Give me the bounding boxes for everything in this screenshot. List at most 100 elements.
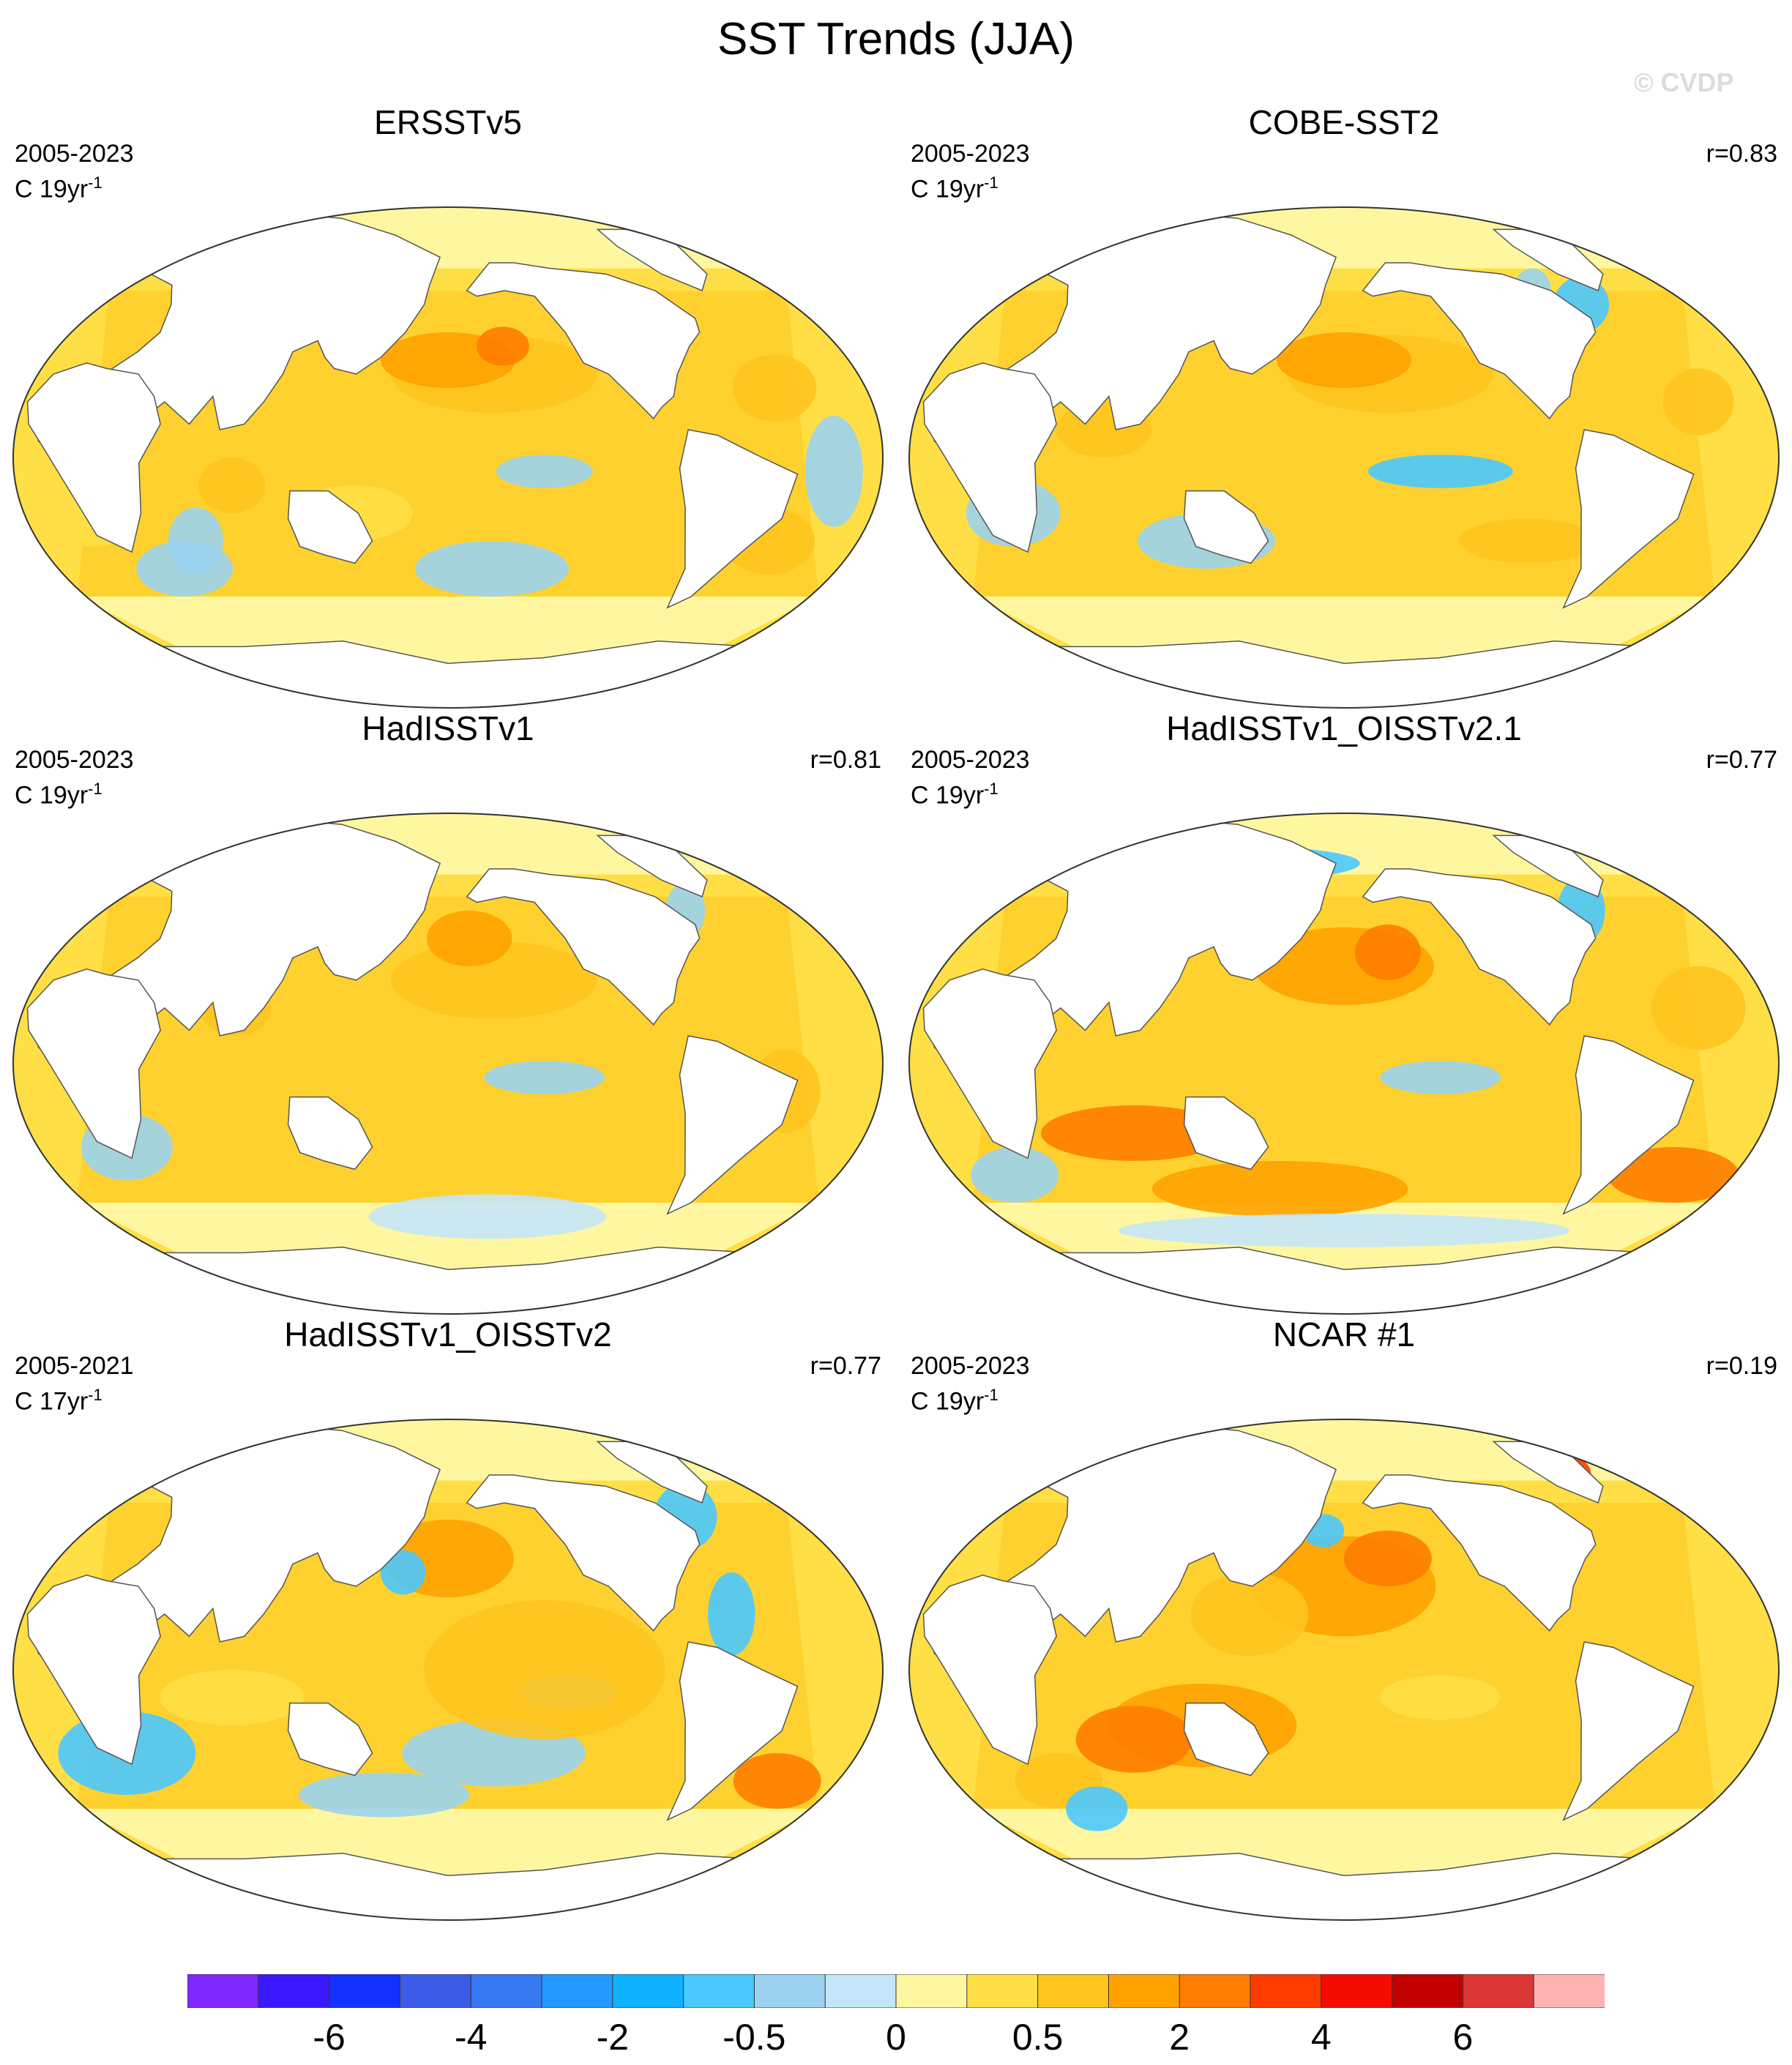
sst-anomaly-region (1151, 1161, 1408, 1217)
colorbar-swatch (1250, 1974, 1322, 2008)
panel-title: HadISSTv1_OISSTv2.1 (1166, 709, 1522, 747)
sst-anomaly-region (380, 1550, 426, 1595)
panel-cobe-sst2: COBE-SST2 2005-2023 C 19yr-1 r=0.83 (896, 102, 1792, 710)
land-africa (922, 968, 1057, 1160)
land-s-america (666, 1641, 799, 1821)
colorbar-swatch (1462, 1974, 1535, 2008)
land-n-america (1362, 262, 1597, 419)
units-label: C 19yr-1 (911, 774, 998, 810)
map-border (12, 206, 884, 709)
map-border (12, 1419, 884, 1921)
colorbar-swatch (966, 1974, 1039, 2008)
sst-anomaly-region (1367, 455, 1513, 488)
units-exponent: -1 (984, 780, 998, 798)
land-s-america (666, 429, 799, 609)
sst-anomaly-region (198, 458, 266, 513)
sst-anomaly-region (1662, 368, 1734, 436)
sst-anomaly-region (1118, 1214, 1570, 1247)
units-text: C 19yr (15, 175, 89, 203)
colorbar-tick-label: -4 (454, 2017, 488, 2058)
land-n-america (1362, 868, 1597, 1026)
land-s-america (1562, 1641, 1695, 1821)
sst-anomaly-region (424, 1600, 665, 1739)
colorbar-swatch (329, 1974, 401, 2008)
sst-anomaly-region (1607, 1147, 1739, 1203)
colorbar-swatch (399, 1974, 472, 2008)
colorbar-swatch (187, 1974, 259, 2008)
correlation-label: r=0.77 (1706, 746, 1777, 774)
sst-anomaly-region (1190, 1572, 1309, 1656)
sst-anomaly-region (136, 541, 234, 597)
land-africa (922, 1575, 1057, 1766)
colorbar-tick-label: -6 (313, 2017, 346, 2058)
land-africa (26, 968, 161, 1160)
land-n-america (466, 868, 701, 1026)
panel-title: NCAR #1 (1272, 1315, 1416, 1353)
sst-anomaly-region (1276, 332, 1412, 388)
units-text: C 19yr (15, 781, 89, 810)
panel-ncar-1: NCAR #1 2005-2023 C 19yr-1 r=0.19 (896, 1315, 1792, 1922)
colorbar-swatch (824, 1974, 897, 2008)
units-label: C 19yr-1 (15, 774, 102, 810)
land-australia (287, 1702, 373, 1777)
colorbar-swatch (683, 1974, 755, 2008)
colorbar-swatch (612, 1974, 684, 2008)
sst-anomaly-region (1380, 1061, 1501, 1094)
colorbar (187, 1974, 1605, 2008)
panel-title: HadISSTv1 (362, 709, 534, 747)
panel-title: COBE-SST2 (1248, 103, 1440, 141)
sst-anomaly-region (368, 1194, 607, 1239)
sst-anomaly-region (971, 1147, 1059, 1203)
colorbar-swatch (1108, 1974, 1181, 2008)
land-africa (26, 1575, 161, 1766)
panel-hadisstv1-oisstv2-1: HadISSTv1_OISSTv2.1 2005-2023 C 19yr-1 r… (896, 709, 1792, 1316)
sst-anomaly-region (1651, 966, 1746, 1050)
world-map-ersstv5 (12, 206, 884, 709)
sst-anomaly-region (804, 416, 863, 527)
correlation-label: r=0.19 (1706, 1352, 1777, 1380)
cvdp-watermark: © CVDP (1634, 67, 1734, 97)
units-text: C 19yr (911, 781, 985, 810)
colorbar-swatch (258, 1974, 330, 2008)
land-s-america (1562, 429, 1695, 609)
units-label: C 19yr-1 (15, 168, 102, 203)
land-s-america (666, 1035, 799, 1215)
colorbar-tick-label: 0 (886, 2017, 906, 2058)
map-border (908, 1419, 1780, 1921)
units-label: C 19yr-1 (911, 1381, 998, 1416)
sst-anomaly-region (732, 354, 817, 422)
colorbar-swatch (470, 1974, 543, 2008)
map-border (908, 206, 1780, 709)
panel-title: HadISSTv1_OISSTv2 (284, 1315, 612, 1353)
correlation-label: r=0.81 (810, 746, 881, 774)
sst-anomaly-region (1075, 1706, 1192, 1773)
units-text: C 19yr (911, 1387, 985, 1416)
sst-anomaly-region (415, 541, 569, 597)
units-label: C 17yr-1 (15, 1381, 102, 1416)
sst-anomaly-region (476, 326, 529, 366)
map-border (12, 813, 884, 1315)
land-australia (1183, 1096, 1269, 1170)
colorbar-tick-label: 4 (1310, 2017, 1332, 2058)
world-map-hadisstv1-oisstv2-1 (908, 813, 1780, 1315)
sst-anomaly-region (1458, 518, 1597, 564)
colorbar-labels: -6 -4 -2 -0.5 0 0.5 2 4 6 (0, 2016, 1792, 2060)
sst-anomaly-region (707, 1572, 755, 1656)
colorbar-tick-label: -2 (596, 2017, 630, 2058)
units-exponent: -1 (88, 1386, 102, 1404)
period-label: 2005-2023 (911, 746, 1030, 774)
units-text: C 19yr (911, 175, 985, 203)
sst-anomaly-region (733, 1753, 821, 1809)
colorbar-swatch (1533, 1974, 1605, 2008)
units-exponent: -1 (88, 780, 102, 798)
units-exponent: -1 (984, 1386, 998, 1404)
panel-ersstv5: ERSSTv5 2005-2023 C 19yr-1 (0, 102, 896, 710)
world-map-hadisstv1 (12, 813, 884, 1315)
colorbar-tick-label: 0.5 (1012, 2017, 1064, 2058)
units-text: C 17yr (15, 1387, 89, 1416)
colorbar-swatch (1179, 1974, 1251, 2008)
map-border (908, 813, 1780, 1315)
colorbar-tick-label: -0.5 (723, 2017, 786, 2058)
sst-anomaly-region (496, 455, 593, 488)
colorbar-tick-label: 2 (1169, 2017, 1190, 2058)
